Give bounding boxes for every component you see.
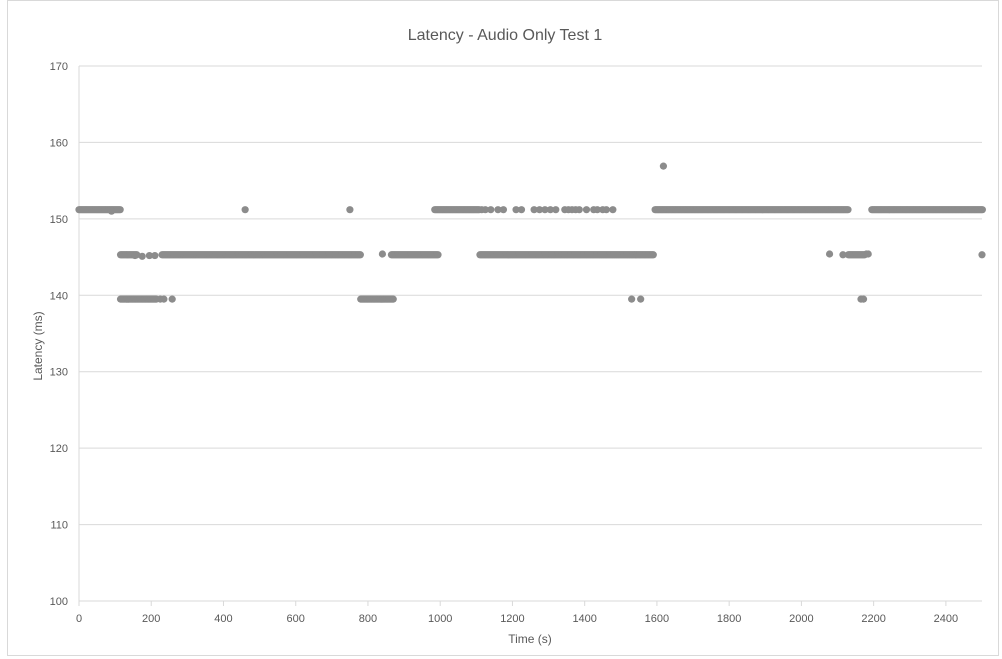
data-point	[434, 251, 442, 259]
data-point	[628, 295, 636, 303]
data-point	[160, 295, 168, 303]
data-point	[659, 162, 668, 170]
y-tick-label: 110	[50, 520, 68, 532]
y-tick-label: 170	[50, 61, 68, 73]
data-point	[512, 206, 520, 214]
data-point	[839, 251, 847, 259]
y-axis-label: Latency (ms)	[31, 311, 45, 380]
data-point	[844, 206, 852, 214]
x-axis-label: Time (s)	[508, 632, 552, 646]
chart-frame	[7, 0, 999, 656]
data-point	[609, 206, 617, 214]
x-tick-label: 600	[287, 613, 305, 625]
y-tick-label: 120	[50, 443, 68, 455]
data-point	[107, 207, 116, 215]
y-tick-label: 160	[50, 137, 68, 149]
data-point	[541, 206, 549, 214]
data-point	[535, 206, 544, 214]
data-point	[138, 252, 146, 260]
data-point	[593, 206, 601, 214]
data-point	[978, 206, 986, 214]
x-tick-label: 1000	[428, 613, 452, 625]
x-axis-ticks: 0 200 400 600 800 1000 1200 1400 1600 1800 2000 220…	[76, 601, 958, 625]
gridlines	[78, 65, 982, 602]
y-axis-ticks: 100 110 120 130 140 150 160 170	[50, 61, 68, 608]
data-point	[356, 251, 364, 259]
y-tick-label: 130	[50, 367, 68, 379]
data-point	[145, 251, 154, 260]
data-point	[546, 206, 554, 214]
data-point	[602, 206, 610, 214]
x-tick-label: 800	[359, 613, 377, 625]
data-point	[151, 251, 159, 260]
data-point	[582, 206, 591, 214]
x-tick-label: 1600	[645, 613, 669, 625]
data-point	[978, 251, 986, 259]
x-tick-label: 2200	[861, 613, 885, 625]
x-tick-label: 0	[76, 613, 82, 625]
data-point	[481, 206, 489, 214]
x-tick-label: 400	[214, 613, 232, 625]
x-tick-label: 1400	[572, 613, 596, 625]
data-point	[131, 251, 139, 260]
y-tick-label: 150	[50, 214, 68, 226]
data-point	[346, 206, 354, 214]
data-point	[552, 206, 560, 214]
x-tick-label: 1800	[717, 613, 741, 625]
data-point	[487, 206, 495, 214]
chart-title: Latency - Audio Only Test 1	[408, 27, 603, 44]
data-point	[499, 206, 508, 214]
data-point	[517, 206, 526, 214]
x-tick-label: 200	[142, 613, 160, 625]
x-tick-label: 2400	[934, 613, 958, 625]
data-point	[649, 251, 657, 259]
y-tick-label: 140	[50, 290, 68, 302]
data-point	[864, 250, 872, 258]
data-point	[637, 295, 645, 303]
data-point	[575, 206, 583, 214]
x-tick-label: 1200	[500, 613, 524, 625]
data-point	[494, 206, 502, 214]
data-point	[389, 295, 397, 303]
data-point	[241, 206, 249, 214]
x-tick-label: 2000	[789, 613, 813, 625]
y-tick-label: 100	[50, 596, 68, 608]
data-point	[859, 295, 868, 303]
data-point	[116, 206, 124, 214]
data-point	[168, 295, 176, 303]
data-point	[378, 250, 387, 258]
data-point	[825, 250, 834, 258]
data-point	[530, 206, 538, 214]
data-points	[75, 162, 986, 303]
